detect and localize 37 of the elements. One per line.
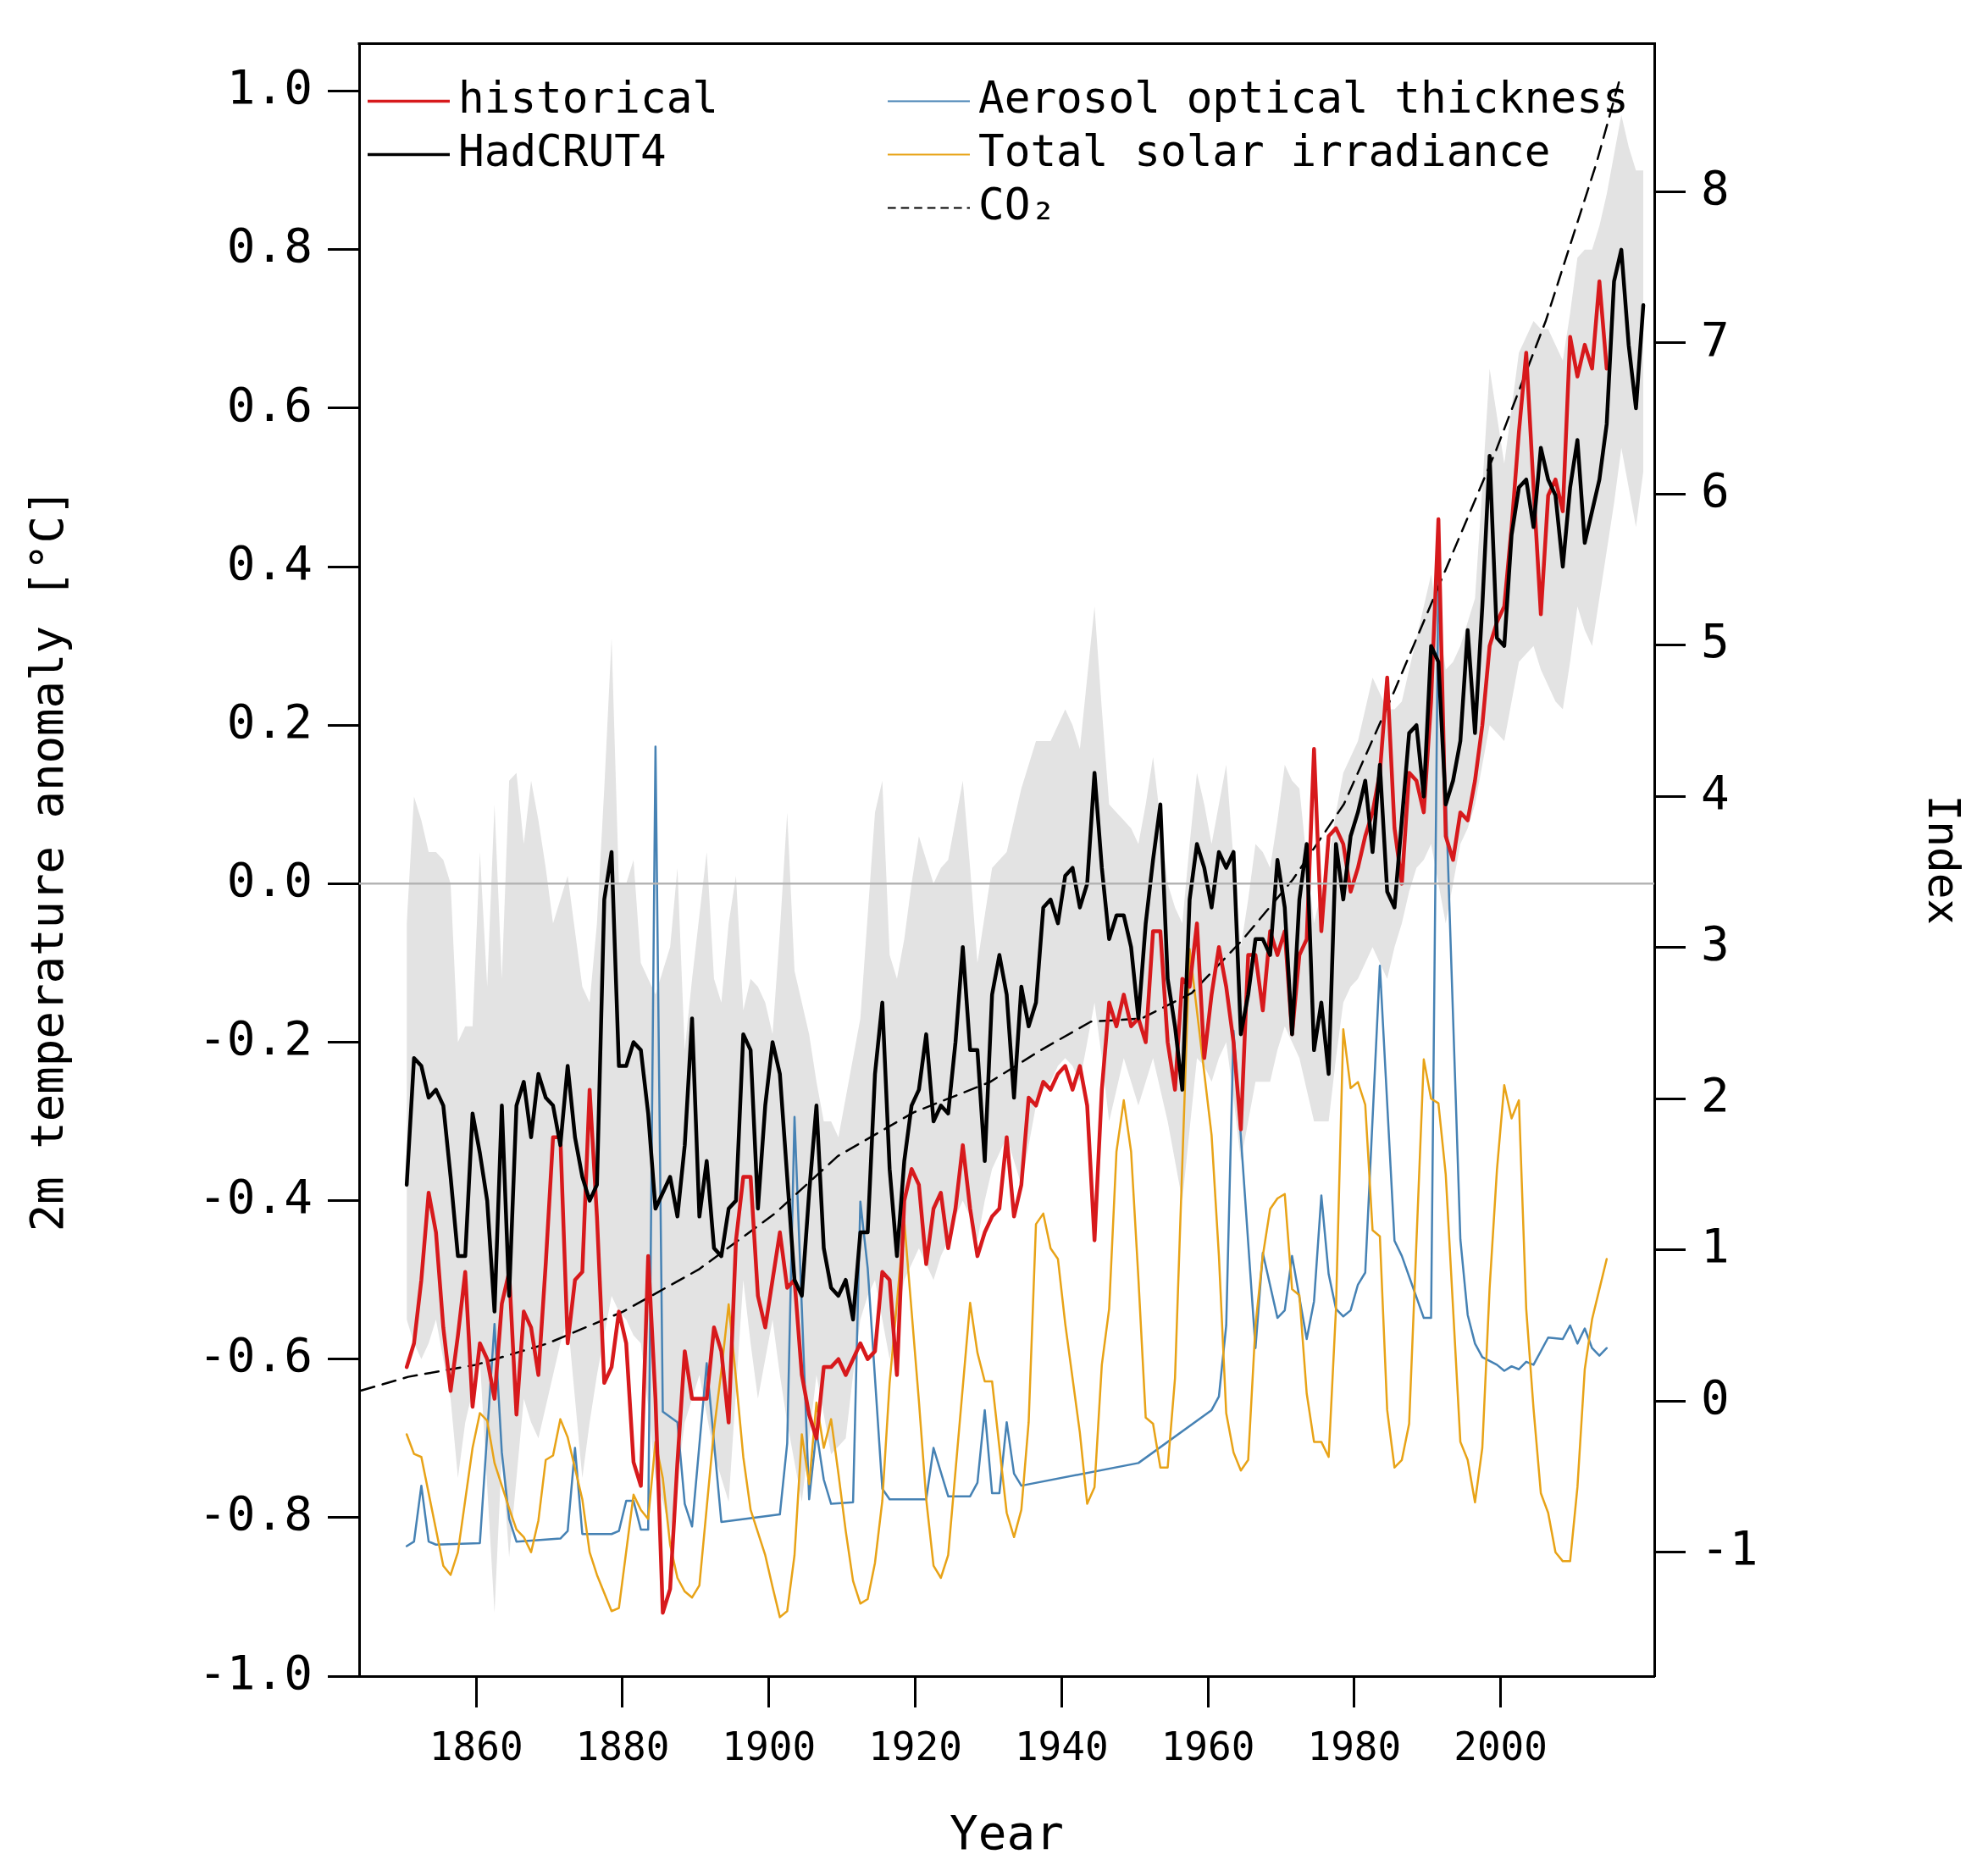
- y-tick-label: -0.6: [198, 1327, 313, 1383]
- legend-label: Total solar irradiance: [978, 125, 1551, 176]
- y2-tick-label: 2: [1701, 1066, 1730, 1122]
- x-tick-label: 1860: [429, 1723, 523, 1769]
- x-axis-title: Year: [950, 1804, 1064, 1860]
- legend-label: HadCRUT4: [458, 125, 667, 176]
- y2-axis-title: Index: [1919, 794, 1969, 926]
- x-tick-label: 1940: [1014, 1723, 1109, 1769]
- y-tick-label: -0.4: [198, 1169, 313, 1225]
- y-tick-label: 0.6: [226, 376, 313, 432]
- x-tick-label: 1960: [1160, 1723, 1255, 1769]
- x-tick-label: 1880: [575, 1723, 670, 1769]
- y-tick-label: 0.8: [226, 218, 313, 274]
- y2-tick-label: 4: [1701, 764, 1730, 820]
- y-tick-label: 0.2: [226, 693, 313, 749]
- x-tick-label: 1980: [1307, 1723, 1402, 1769]
- y2-tick-label: 1: [1701, 1218, 1730, 1274]
- y-tick-label: 0.0: [226, 851, 313, 907]
- y2-tick-label: 6: [1701, 462, 1730, 517]
- y2-tick-label: -1: [1701, 1520, 1758, 1576]
- y2-tick-label: 3: [1701, 916, 1730, 971]
- y-tick-label: 0.4: [226, 534, 313, 590]
- x-tick-label: 1900: [722, 1723, 817, 1769]
- y2-tick-label: 0: [1701, 1369, 1730, 1425]
- x-tick-label: 1920: [868, 1723, 962, 1769]
- y-axis-title: 2m temperature anomaly [°C]: [20, 488, 75, 1232]
- y-tick-label: -0.2: [198, 1010, 313, 1066]
- y-tick-label: -1.0: [198, 1644, 313, 1700]
- y-tick-label: -0.8: [198, 1486, 313, 1541]
- legend-label: historical: [458, 72, 719, 123]
- y-tick-label: 1.0: [226, 59, 313, 115]
- y2-tick-label: 7: [1701, 311, 1730, 367]
- legend-label: CO₂: [978, 179, 1057, 230]
- x-tick-label: 2000: [1454, 1723, 1548, 1769]
- y2-tick-label: 5: [1701, 613, 1730, 669]
- legend-label: Aerosol optical thickness: [978, 72, 1629, 123]
- y2-tick-label: 8: [1701, 160, 1730, 216]
